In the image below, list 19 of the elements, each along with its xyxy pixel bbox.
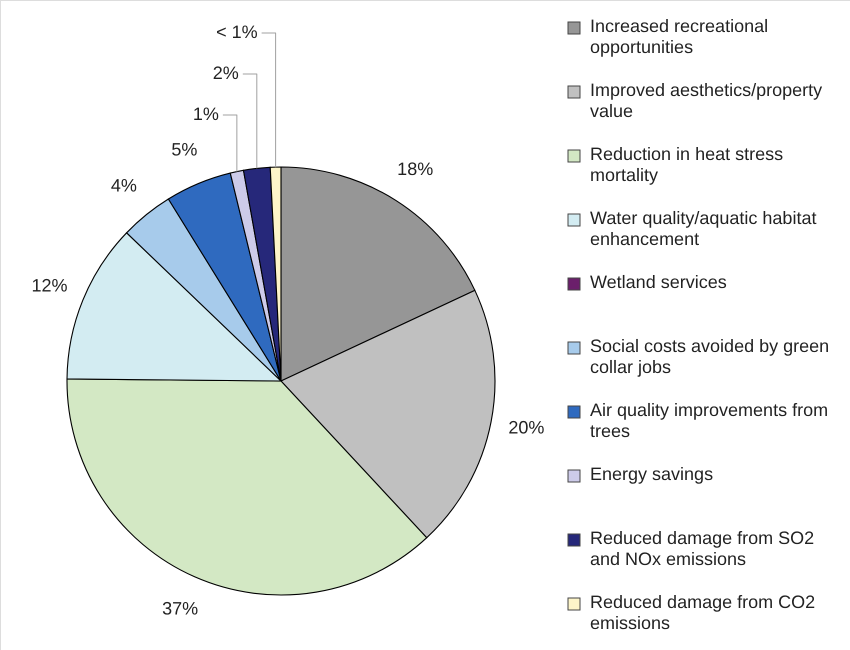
data-label: 20% — [508, 418, 544, 438]
legend-label: Energy savings — [590, 464, 714, 484]
legend-label: Water quality/aquatic habitat enhancement — [590, 208, 816, 249]
legend-label: Reduced damage from CO2 emissions — [590, 592, 816, 633]
legend-label: Improved aesthetics/property value — [590, 80, 822, 121]
legend-label: Reduction in heat stress mortality — [590, 144, 784, 185]
legend-label: Wetland services — [590, 272, 727, 292]
data-label: 37% — [162, 598, 198, 619]
data-label: 12% — [31, 276, 68, 296]
data-label: < 1% — [216, 22, 258, 42]
data-label: 5% — [171, 139, 198, 160]
legend-label: Social costs avoided by green collar jobs — [590, 336, 830, 377]
data-label: 18% — [397, 159, 434, 180]
legend-label: Reduced damage from SO2 and NOx emissions — [590, 528, 814, 569]
data-label: 1% — [192, 104, 219, 124]
data-label: 4% — [110, 176, 137, 196]
data-label: 2% — [212, 63, 239, 83]
legend-label: Increased recreational opportunities — [590, 16, 768, 57]
legend-label: Air quality improvements from trees — [590, 400, 828, 441]
